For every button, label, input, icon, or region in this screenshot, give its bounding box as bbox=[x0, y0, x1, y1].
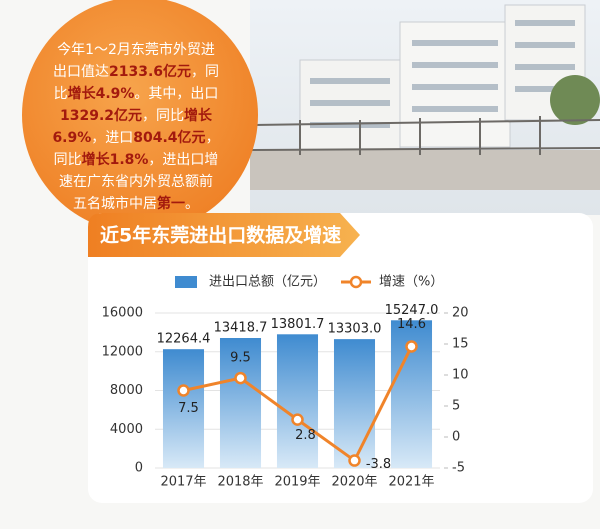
bar bbox=[162, 349, 205, 468]
callout-line: 6.9%，进口804.4亿元， bbox=[52, 129, 219, 146]
bar bbox=[333, 339, 376, 468]
line-marker bbox=[405, 340, 418, 353]
y-tick-label: 0 bbox=[135, 461, 143, 476]
x-tick-label: 2018年 bbox=[217, 475, 263, 490]
y-tick-label: 12000 bbox=[102, 344, 143, 359]
line-value-label: 2.8 bbox=[295, 428, 316, 443]
y2-tick-label: 20 bbox=[452, 306, 469, 321]
line-marker bbox=[234, 371, 247, 385]
callout-line: 速在广东省内外贸总额前 bbox=[59, 173, 213, 190]
title-band bbox=[88, 213, 360, 257]
text: 出口值达 bbox=[53, 64, 109, 80]
chart-title: 近5年东莞进出口数据及增速 bbox=[100, 224, 341, 247]
line-value-label: 14.6 bbox=[397, 317, 426, 332]
callout-disc bbox=[22, 0, 258, 233]
y-tick-label: 16000 bbox=[102, 306, 143, 321]
legend-swatch bbox=[175, 276, 197, 288]
line-value-label: -3.8 bbox=[366, 457, 391, 472]
callout-line: 比增长4.9%。其中，出口 bbox=[54, 85, 219, 102]
photo bbox=[249, 0, 600, 215]
x-tick-label: 2017年 bbox=[160, 475, 206, 490]
bar-value-label: 13801.7 bbox=[271, 317, 325, 332]
legend-label: 增速（%） bbox=[379, 275, 443, 290]
text: 五名城市中居 bbox=[73, 195, 157, 212]
line-marker bbox=[177, 384, 190, 397]
legend-marker bbox=[349, 275, 363, 289]
text: 。 bbox=[185, 196, 199, 212]
highlight: 增长 bbox=[184, 107, 213, 124]
text: ，同 bbox=[191, 64, 219, 80]
callout-line: 今年1～2月东莞市外贸进 bbox=[57, 41, 215, 58]
legend-label: 进出口总额（亿元） bbox=[209, 275, 326, 290]
y2-tick-label: -5 bbox=[452, 461, 465, 476]
callout-line: 同比增长1.8%，进出口增 bbox=[54, 151, 219, 168]
line-value-label: 7.5 bbox=[178, 401, 199, 416]
highlight: 6.9% bbox=[52, 130, 91, 146]
highlight: 1329.2亿元 bbox=[60, 107, 142, 124]
callout-line: 出口值达2133.6亿元，同 bbox=[53, 63, 219, 80]
highlight: 增长1.8% bbox=[82, 151, 149, 168]
y2-tick-label: 15 bbox=[452, 337, 469, 352]
callout-line: 1329.2亿元，同比增长 bbox=[60, 107, 213, 124]
x-tick-label: 2021年 bbox=[388, 475, 434, 490]
highlight: 804.4亿元 bbox=[133, 129, 205, 146]
chart: 0 4000 8000 12000 16000 -5 0 5 10 15 20 进出口总额（亿元） 增速… bbox=[102, 275, 469, 490]
bar-value-label: 12264.4 bbox=[157, 332, 211, 347]
x-tick-label: 2019年 bbox=[274, 475, 320, 490]
highlight: 2133.6亿元 bbox=[109, 63, 191, 80]
line-marker bbox=[348, 454, 361, 467]
y2-tick-label: 0 bbox=[452, 430, 460, 445]
x-tick-label: 2020年 bbox=[331, 475, 377, 490]
bar bbox=[219, 338, 262, 468]
text: ，进出口增 bbox=[148, 152, 218, 168]
text: 比 bbox=[54, 86, 68, 102]
y2-tick-label: 5 bbox=[452, 399, 460, 414]
y2-tick-label: 10 bbox=[452, 368, 469, 383]
callout-line: 五名城市中居第一。 bbox=[73, 195, 199, 212]
highlight: 增长4.9% bbox=[68, 85, 135, 102]
text: 速在广东省内外贸总额前 bbox=[59, 173, 213, 190]
bar-value-label: 13303.0 bbox=[328, 322, 382, 337]
line-marker bbox=[291, 413, 304, 426]
y-tick-label: 4000 bbox=[110, 422, 143, 437]
text: 今年1～2月东莞市外贸进 bbox=[57, 41, 215, 58]
y-tick-label: 8000 bbox=[110, 383, 143, 398]
text: ， bbox=[206, 130, 220, 146]
highlight: 第一 bbox=[157, 195, 185, 212]
bar-value-label: 15247.0 bbox=[385, 303, 439, 318]
text: ，同比 bbox=[142, 108, 184, 124]
bar bbox=[276, 334, 319, 468]
bar-value-label: 13418.7 bbox=[214, 321, 268, 336]
text: ，进口 bbox=[91, 130, 133, 146]
text: 。其中，出口 bbox=[134, 86, 218, 102]
text: 同比 bbox=[54, 152, 82, 168]
line-value-label: 9.5 bbox=[230, 351, 251, 366]
callout-text: 今年1～2月东莞市外贸进出口值达2133.6亿元，同比增长4.9%。其中，出口1… bbox=[52, 41, 219, 212]
